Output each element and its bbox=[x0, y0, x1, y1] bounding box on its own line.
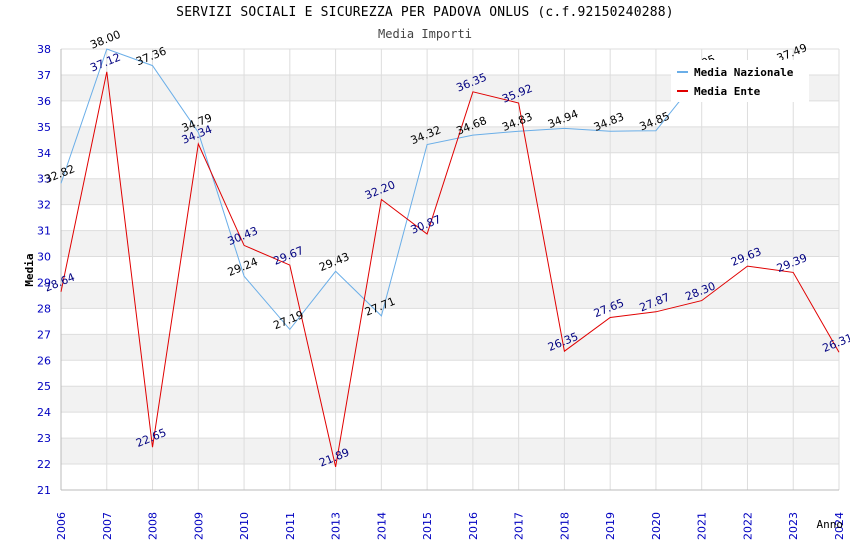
x-tick-label: 2016 bbox=[467, 512, 480, 540]
y-tick-label: 21 bbox=[37, 484, 51, 497]
y-axis-title: Media bbox=[23, 253, 36, 286]
legend-item-ente: Media Ente bbox=[677, 84, 760, 98]
y-tick-label: 28 bbox=[37, 302, 51, 315]
legend-swatch-ente bbox=[677, 90, 688, 92]
y-tick-label: 24 bbox=[37, 406, 51, 419]
y-tick-label: 25 bbox=[37, 380, 51, 393]
series-line-ente bbox=[60, 71, 840, 468]
series-line-nazionale bbox=[60, 48, 794, 331]
y-tick-label: 32 bbox=[37, 199, 51, 212]
y-tick-label: 31 bbox=[37, 225, 51, 238]
y-tick-label: 29 bbox=[37, 276, 51, 289]
y-tick-label: 27 bbox=[37, 328, 51, 341]
grid-band bbox=[61, 334, 839, 361]
x-tick-label: 2009 bbox=[192, 512, 205, 540]
y-tick-label: 34 bbox=[37, 147, 51, 160]
x-tick-label: 2006 bbox=[55, 512, 68, 540]
chart-title: SERVIZI SOCIALI E SICUREZZA PER PADOVA O… bbox=[176, 5, 674, 20]
legend-label-nazionale: Media Nazionale bbox=[694, 65, 794, 79]
grid-band bbox=[61, 386, 839, 413]
x-axis-title: Anno bbox=[817, 518, 844, 531]
grid-band bbox=[61, 438, 839, 465]
y-tick-label: 38 bbox=[37, 43, 51, 56]
y-tick-label: 35 bbox=[37, 121, 51, 134]
data-label-nazionale: 38.00 bbox=[88, 28, 122, 52]
x-tick-label: 2008 bbox=[147, 512, 160, 540]
grid-band bbox=[61, 282, 839, 309]
x-tick-label: 2020 bbox=[650, 512, 663, 540]
y-tick-label: 36 bbox=[37, 95, 51, 108]
legend-item-nazionale: Media Nazionale bbox=[677, 65, 793, 79]
grid-band bbox=[61, 178, 839, 205]
x-tick-label: 2011 bbox=[284, 512, 297, 540]
x-tick-label: 2015 bbox=[421, 512, 434, 540]
x-tick-label: 2024 bbox=[833, 512, 846, 540]
x-tick-label: 2023 bbox=[787, 512, 800, 540]
y-tick-label: 22 bbox=[37, 458, 51, 471]
x-tick-label: 2010 bbox=[238, 512, 251, 540]
x-tick-label: 2017 bbox=[513, 512, 526, 540]
y-tick-label: 30 bbox=[37, 251, 51, 264]
x-tick-label: 2018 bbox=[558, 512, 571, 540]
y-tick-label: 33 bbox=[37, 173, 51, 186]
x-tick-label: 2019 bbox=[604, 512, 617, 540]
legend-swatch-nazionale bbox=[677, 71, 688, 73]
chart-legend: Media Nazionale Media Ente bbox=[671, 60, 809, 102]
x-tick-label: 2021 bbox=[696, 512, 709, 540]
y-tick-label: 23 bbox=[37, 432, 51, 445]
y-tick-label: 37 bbox=[37, 69, 51, 82]
grid-band bbox=[61, 230, 839, 257]
x-tick-label: 2022 bbox=[741, 512, 754, 540]
legend-label-ente: Media Ente bbox=[694, 84, 761, 98]
data-label-nazionale: 29.24 bbox=[226, 255, 260, 279]
x-tick-label: 2013 bbox=[330, 512, 343, 540]
y-tick-label: 26 bbox=[37, 354, 51, 367]
x-tick-label: 2014 bbox=[375, 512, 388, 540]
x-tick-label: 2007 bbox=[101, 512, 114, 540]
chart-subtitle: Media Importi bbox=[378, 27, 472, 41]
